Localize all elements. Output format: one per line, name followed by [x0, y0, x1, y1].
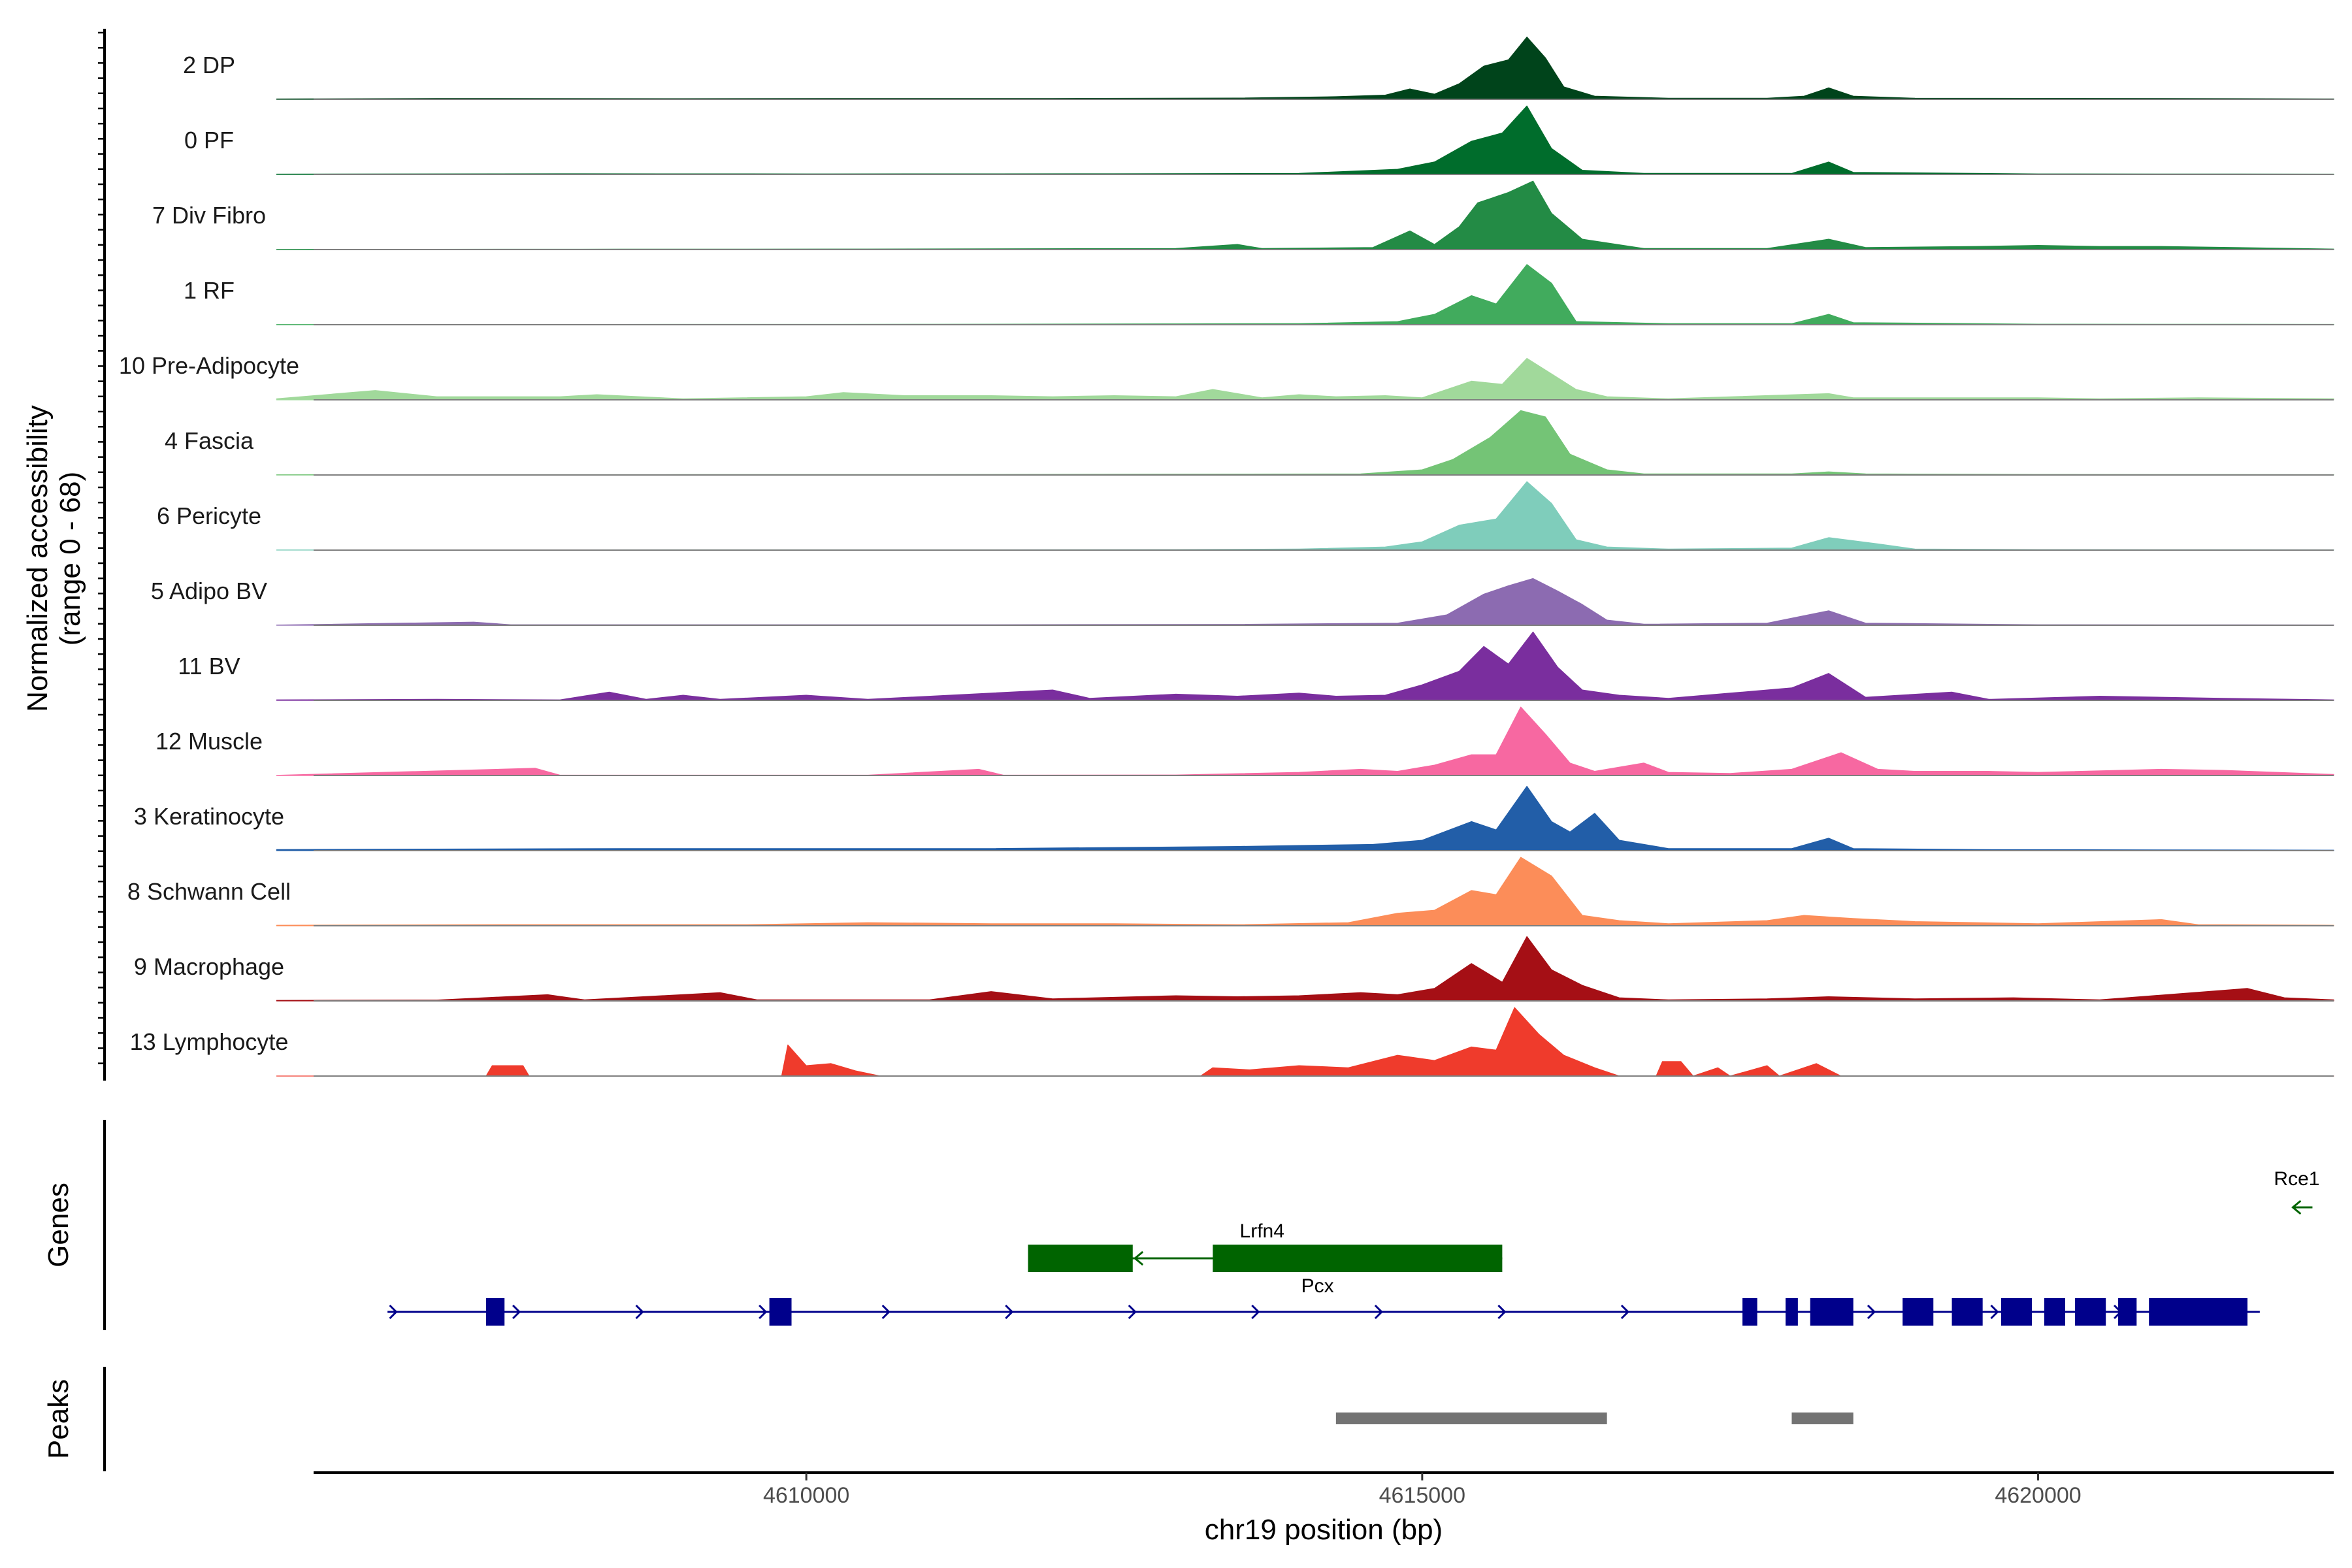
y-axis: Normalized accessibility (range 0 - 68) [22, 29, 106, 1081]
track-label: 11 BV [178, 653, 240, 679]
series-area-6-pericyte [276, 481, 2334, 551]
strand-arrow-icon [2291, 1200, 2313, 1215]
track-10-pre-adipocyte: 10 Pre-Adipocyte [119, 352, 2334, 400]
gene-exon [1903, 1298, 1934, 1326]
track-9-macrophage: 9 Macrophage [134, 936, 2334, 1002]
strand-arrow-icon [759, 1304, 768, 1320]
gene-rce1: Rce1 [2274, 1168, 2319, 1215]
strand-arrow-icon [881, 1304, 890, 1320]
gene-exon [1742, 1298, 1757, 1326]
gene-exon [2149, 1298, 2248, 1326]
series-area-12-muscle [276, 706, 2334, 776]
y-axis-range-label: (range 0 - 68) [54, 472, 86, 646]
track-label: 8 Schwann Cell [127, 878, 291, 905]
series-area-3-keratinocyte [276, 785, 2334, 851]
gene-exon [1028, 1245, 1133, 1272]
strand-arrow-icon [1374, 1304, 1383, 1320]
gene-exon [2044, 1298, 2065, 1326]
track-label: 6 Pericyte [157, 502, 261, 529]
x-axis-tick-label: 4620000 [1995, 1483, 2081, 1508]
genes-panel-label: Genes [42, 1183, 74, 1267]
strand-arrow-icon [1133, 1250, 1155, 1266]
gene-label: Rce1 [2274, 1168, 2319, 1190]
track-5-adipo-bv: 5 Adipo BV [151, 578, 2334, 626]
gene-models: Lrfn4 Pcx Rce1 [387, 1168, 2319, 1326]
gene-exon [1952, 1298, 1983, 1326]
peak-region [1335, 1413, 1607, 1424]
track-label: 1 RF [184, 277, 235, 304]
series-area-10-pre-adipocyte [276, 357, 2334, 400]
series-area-9-macrophage [276, 936, 2334, 1002]
gene-lrfn4: Lrfn4 [1028, 1220, 1503, 1272]
series-area-1-rf [276, 264, 2334, 325]
series-area-11-bv [276, 631, 2334, 701]
strand-arrow-icon [512, 1304, 521, 1320]
track-label: 13 Lymphocyte [130, 1028, 289, 1055]
track-0-pf: 0 PF [184, 105, 2334, 175]
track-6-pericyte: 6 Pericyte [157, 481, 2334, 551]
series-area-2-dp [276, 37, 2334, 100]
track-label: 10 Pre-Adipocyte [119, 352, 299, 379]
series-area-13-lymphocyte [276, 1007, 2334, 1077]
strand-arrow-icon [1990, 1304, 1999, 1320]
x-axis-ticks: 4610000 4615000 4620000 [763, 1473, 2082, 1508]
track-3-keratinocyte: 3 Keratinocyte [134, 785, 2334, 851]
gene-exon [1786, 1298, 1798, 1326]
strand-arrow-icon [1620, 1304, 1630, 1320]
strand-arrow-icon [389, 1304, 398, 1320]
track-4-fascia: 4 Fascia [165, 410, 2334, 476]
track-label: 3 Keratinocyte [134, 803, 284, 830]
gene-exon [1810, 1298, 1854, 1326]
peak-regions [1335, 1413, 1854, 1424]
strand-arrow-icon [1128, 1304, 1137, 1320]
gene-exon [1213, 1245, 1503, 1272]
track-label: 2 DP [183, 52, 235, 78]
strand-arrow-icon [635, 1304, 644, 1320]
y-axis-title: Normalized accessibility [22, 405, 54, 711]
track-8-schwann-cell: 8 Schwann Cell [127, 857, 2334, 926]
series-area-8-schwann-cell [276, 857, 2334, 926]
track-label: 5 Adipo BV [151, 578, 267, 604]
track-12-muscle: 12 Muscle [155, 706, 2334, 776]
series-area-4-fascia [276, 410, 2334, 476]
gene-exon [2001, 1298, 2033, 1326]
track-label: 4 Fascia [165, 427, 254, 454]
gene-exon [769, 1298, 792, 1326]
series-area-7-div-fibro [276, 180, 2334, 250]
x-axis-tick-label: 4610000 [763, 1483, 849, 1508]
x-axis-tick-label: 4615000 [1379, 1483, 1465, 1508]
coverage-tracks: 2 DP 0 PF 7 Div Fibro 1 RF 10 Pre-Adipocyte 4… [119, 37, 2334, 1077]
gene-exon [2118, 1298, 2137, 1326]
strand-arrow-icon [1005, 1304, 1014, 1320]
x-axis-title: chr19 position (bp) [1205, 1514, 1443, 1546]
genes-panel: Genes Lrfn4 Pcx Rce1 [42, 1120, 2319, 1330]
track-label: 0 PF [184, 127, 234, 154]
series-area-0-pf [276, 105, 2334, 175]
track-7-div-fibro: 7 Div Fibro [152, 180, 2334, 250]
strand-arrow-icon [1251, 1304, 1260, 1320]
track-13-lymphocyte: 13 Lymphocyte [130, 1007, 2334, 1077]
gene-label: Lrfn4 [1240, 1220, 1284, 1242]
strand-arrow-icon [1497, 1304, 1507, 1320]
gene-label: Pcx [1301, 1275, 1334, 1297]
gene-pcx: Pcx [387, 1275, 2260, 1326]
x-axis: 4610000 4615000 4620000 chr19 position (bp… [314, 1471, 2334, 1546]
track-1-rf: 1 RF [184, 264, 2334, 325]
peaks-panel: Peaks [42, 1367, 1854, 1471]
peak-region [1791, 1413, 1854, 1424]
track-label: 12 Muscle [155, 728, 263, 755]
peaks-panel-label: Peaks [42, 1379, 74, 1459]
track-label: 9 Macrophage [134, 953, 284, 980]
gene-exon [485, 1298, 505, 1326]
track-label: 7 Div Fibro [152, 202, 266, 229]
track-11-bv: 11 BV [178, 631, 2334, 701]
series-area-5-adipo-bv [276, 578, 2334, 626]
gene-exon [2075, 1298, 2106, 1326]
strand-arrow-icon [1867, 1304, 1876, 1320]
track-2-dp: 2 DP [183, 37, 2334, 100]
y-axis-ticks [98, 31, 105, 1064]
